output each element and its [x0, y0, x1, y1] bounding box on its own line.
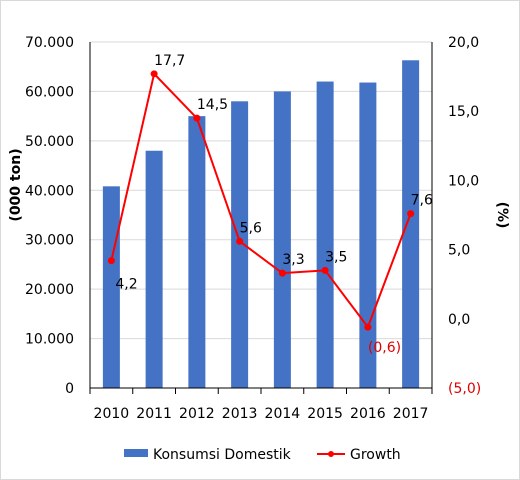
bar [402, 60, 420, 388]
data-labels: 4,2 17,7 14,5 5,6 3,3 3,5 (0,6) 7,6 [115, 53, 433, 356]
legend-label-bar: Konsumsi Domestik [153, 447, 292, 463]
y-tick-label: 50.000 [25, 134, 74, 150]
x-tick-label: 2015 [307, 406, 343, 422]
y2-tick-label: 0,0 [448, 312, 470, 328]
y-tick-label: 10.000 [25, 332, 74, 348]
growth-data-label: 4,2 [115, 277, 137, 293]
legend: Konsumsi Domestik Growth [124, 447, 401, 463]
bar [316, 81, 334, 389]
bar [359, 82, 377, 388]
bar [145, 150, 163, 388]
growth-data-label: (0,6) [368, 340, 401, 356]
line-point [364, 323, 372, 331]
bar [102, 186, 120, 388]
y2-tick-label: 5,0 [448, 243, 470, 259]
y-tick-label: 60.000 [25, 84, 74, 100]
line-point [107, 257, 115, 265]
line-point [150, 70, 158, 78]
x-tick-label: 2013 [222, 406, 258, 422]
axes [89, 42, 433, 394]
line-point [407, 210, 415, 218]
y2-tick-label: (5,0) [448, 381, 481, 397]
growth-data-label: 5,6 [240, 220, 262, 236]
y2-tick-label: 10,0 [448, 173, 479, 189]
y-tick-label: 70.000 [25, 35, 74, 51]
line-point [278, 269, 286, 277]
line-point [193, 114, 201, 122]
growth-data-label: 14,5 [197, 97, 228, 113]
x-tick-label: 2011 [136, 406, 172, 422]
x-tick-label: 2012 [179, 406, 215, 422]
line-point [321, 266, 329, 274]
y2-axis-title: (%) [494, 202, 510, 229]
y-axis-title: (000 ton) [8, 148, 24, 221]
growth-data-label: 7,6 [411, 193, 433, 209]
legend-swatch-bar [124, 449, 148, 457]
x-tick-label: 2017 [393, 406, 429, 422]
y-tick-label: 40.000 [25, 183, 74, 199]
bar [188, 116, 206, 389]
y2-tick-label: 15,0 [448, 104, 479, 120]
growth-data-label: 3,5 [325, 249, 347, 265]
x-tick-label: 2016 [350, 406, 386, 422]
x-tick-label: 2010 [94, 406, 130, 422]
growth-data-label: 17,7 [154, 53, 185, 69]
y2-tick-label: 20,0 [448, 35, 479, 51]
y-tick-label: 30.000 [25, 233, 74, 249]
growth-line [110, 71, 412, 330]
bar [273, 91, 291, 388]
growth-data-label: 3,3 [282, 252, 304, 268]
line-point [236, 237, 244, 245]
y-tick-label: 20.000 [25, 282, 74, 298]
tick-labels: 0 10.000 20.000 30.000 40.000 50.000 60.000 70.… [25, 35, 481, 422]
x-tick-label: 2014 [265, 406, 301, 422]
line-series [107, 70, 415, 331]
legend-swatch-marker [328, 451, 334, 457]
y-tick-label: 0 [65, 381, 74, 397]
legend-label-line: Growth [350, 447, 401, 463]
